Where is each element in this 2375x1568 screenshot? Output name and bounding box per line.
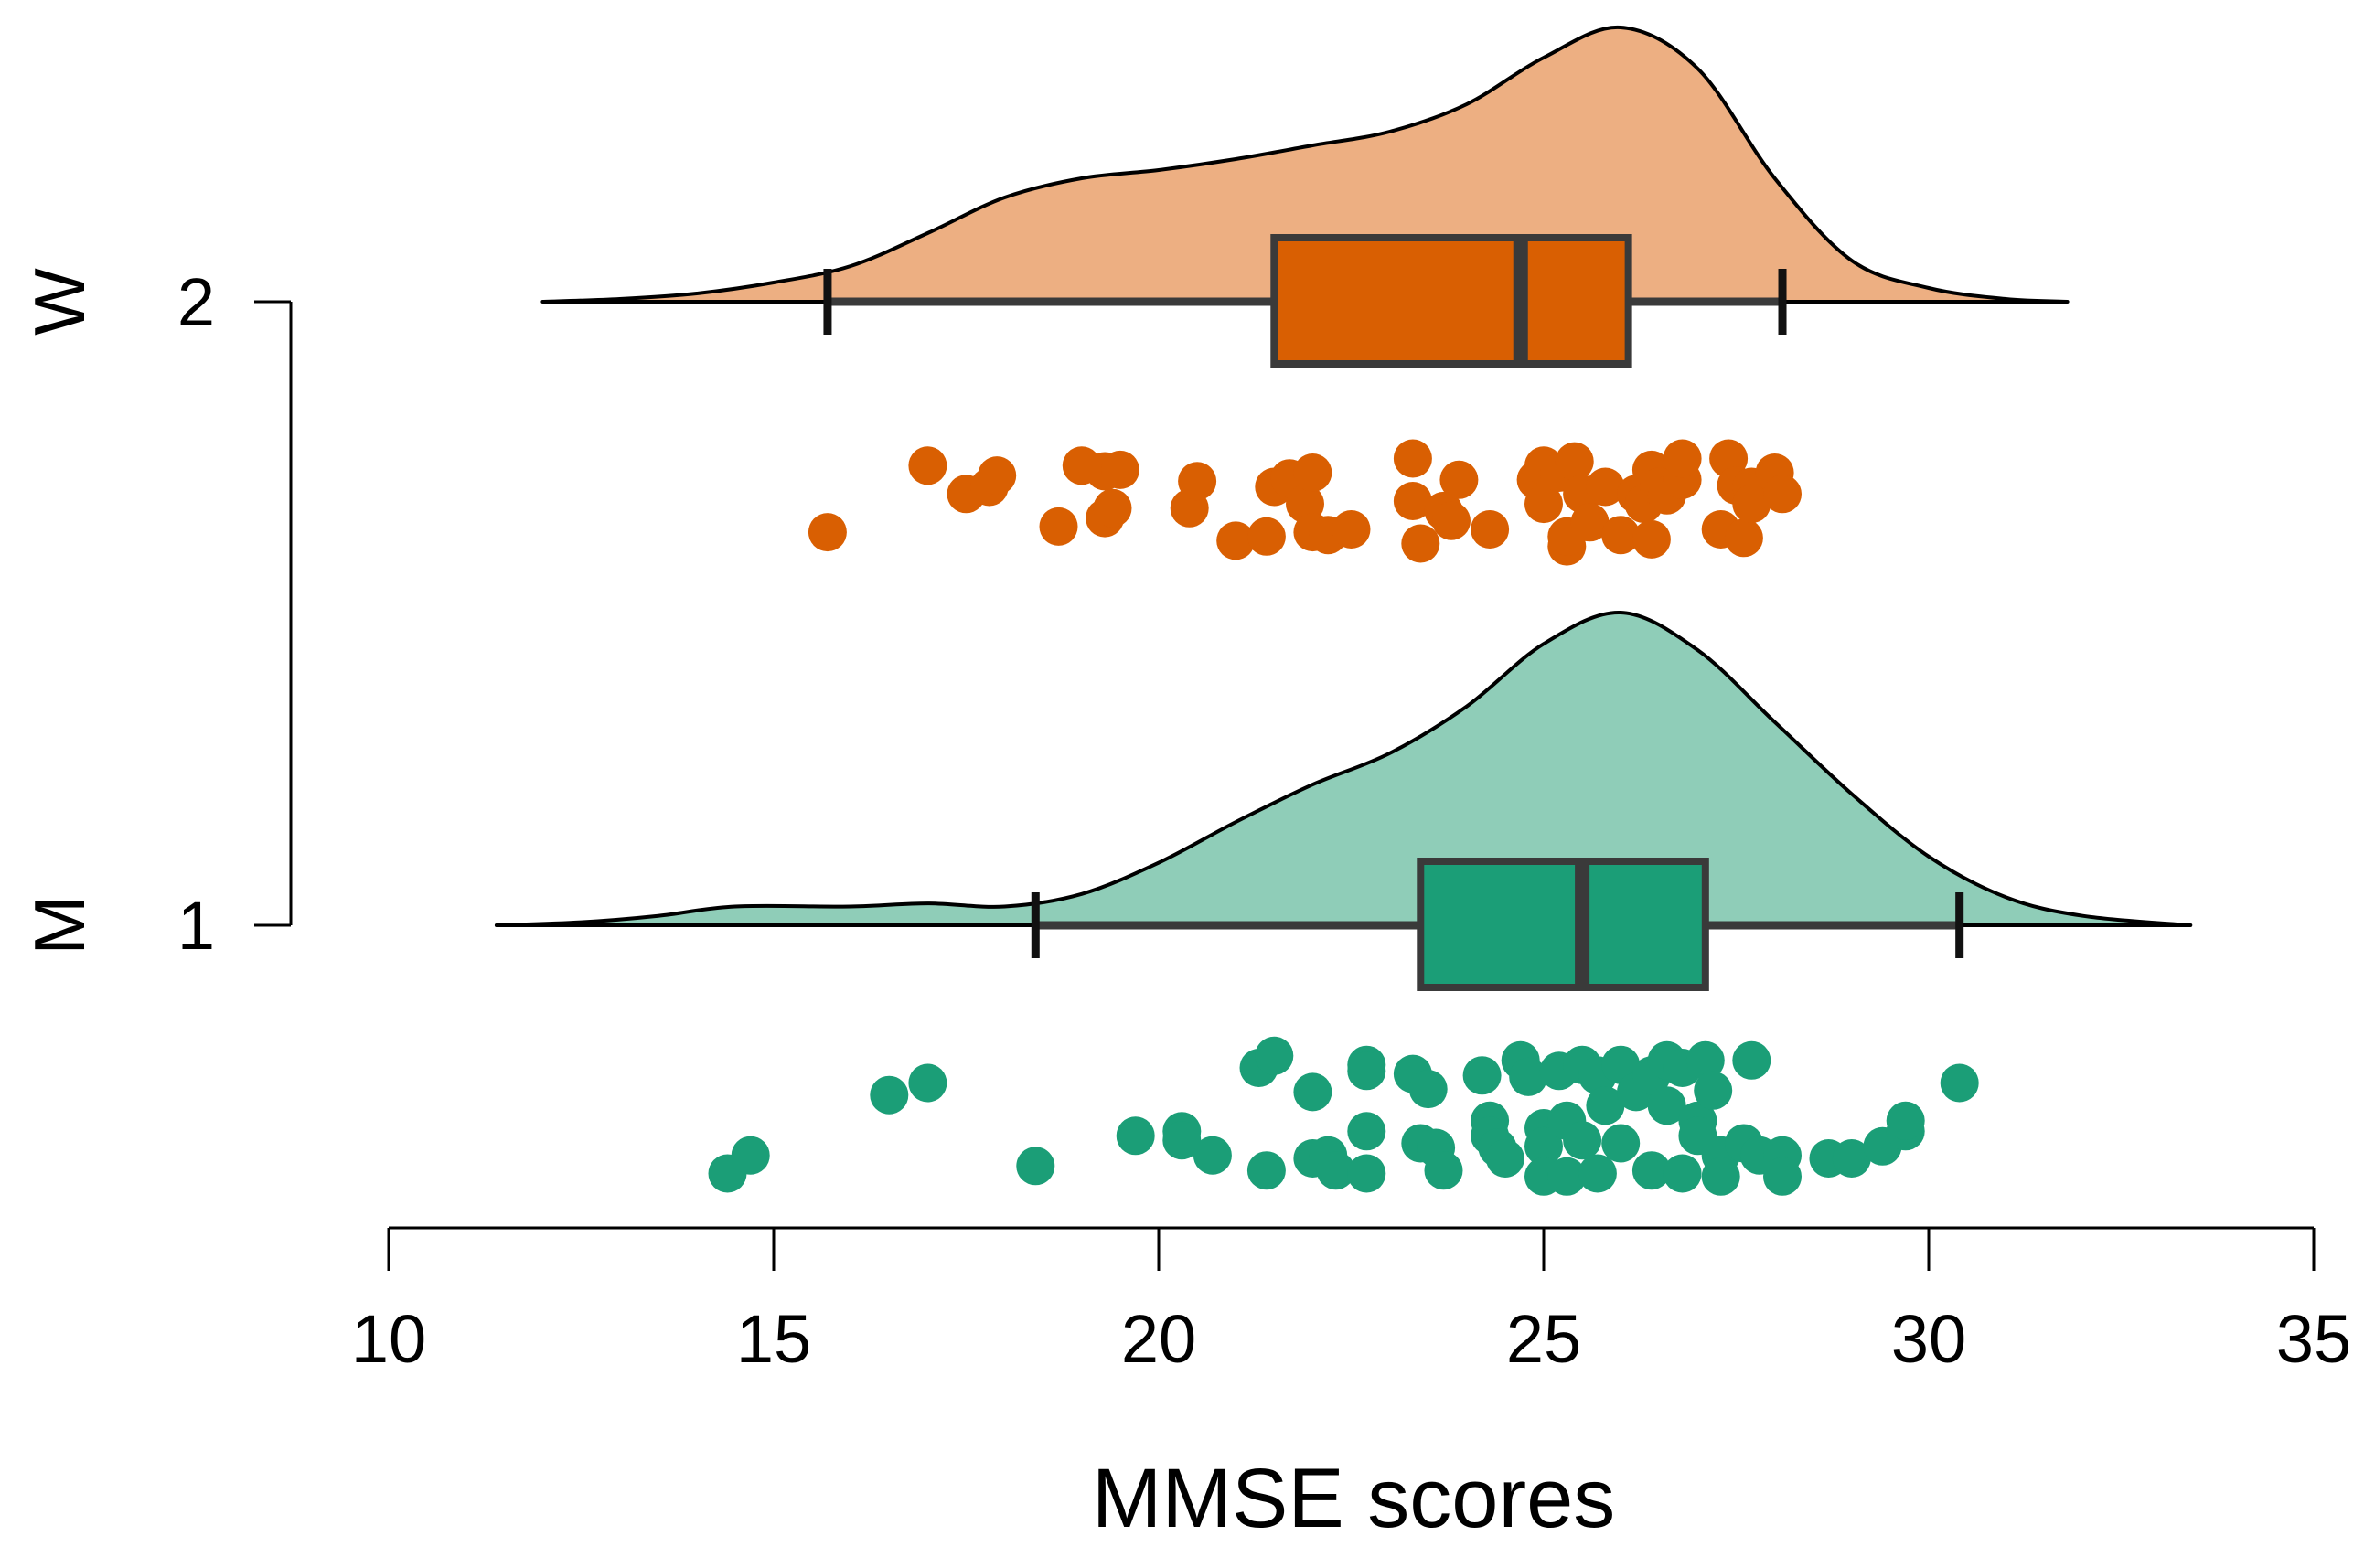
data-point-m: [1016, 1147, 1055, 1186]
data-point-m: [1940, 1063, 1979, 1103]
x-tick-label: 15: [736, 1301, 811, 1377]
data-point-w: [1246, 517, 1286, 556]
data-point-w: [1555, 442, 1594, 481]
data-point-m: [1832, 1139, 1871, 1178]
x-tick-label: 10: [351, 1301, 426, 1377]
density-cloud-m: [494, 610, 2193, 927]
x-tick-label: 35: [2276, 1301, 2351, 1377]
data-point-m: [1886, 1101, 1925, 1140]
data-point-w: [978, 456, 1017, 496]
data-point-w: [1039, 507, 1078, 546]
data-point-m: [1601, 1124, 1641, 1163]
data-point-m: [1408, 1070, 1448, 1109]
data-point-m: [870, 1075, 909, 1115]
data-point-m: [1462, 1056, 1502, 1095]
x-tick-label: 20: [1121, 1301, 1196, 1377]
data-point-w: [1100, 450, 1139, 489]
data-point-w: [908, 446, 947, 485]
data-point-m: [1162, 1121, 1202, 1160]
group-label-m: M: [19, 896, 100, 955]
data-point-m: [1663, 1154, 1702, 1193]
y-axis: 2 W 1 M: [19, 264, 293, 964]
data-point-m: [1116, 1116, 1155, 1156]
y-tick-label-m: 1: [177, 888, 215, 964]
data-point-w: [1724, 518, 1763, 558]
raw-data-points: [708, 439, 1979, 1196]
data-point-m: [1347, 1112, 1386, 1151]
y-tick-label-w: 2: [177, 264, 215, 340]
data-point-m: [1255, 1036, 1294, 1075]
data-point-w: [1763, 475, 1802, 514]
data-point-m: [1316, 1151, 1355, 1190]
density-clouds: [494, 25, 2193, 927]
boxplots: [823, 234, 1964, 991]
data-point-m: [1193, 1136, 1232, 1175]
box-w: [1270, 234, 1632, 368]
group-label-w: W: [19, 268, 100, 336]
data-point-m: [1509, 1057, 1548, 1096]
density-cloud-w: [540, 25, 2070, 304]
data-point-w: [1393, 482, 1432, 520]
data-point-w: [1524, 485, 1563, 524]
data-point-w: [1439, 460, 1479, 499]
data-point-m: [1347, 1154, 1386, 1193]
data-point-m: [1563, 1121, 1602, 1160]
data-point-m: [731, 1136, 770, 1175]
data-point-w: [1663, 439, 1702, 478]
x-tick-label: 25: [1506, 1301, 1581, 1377]
data-point-m: [1763, 1157, 1802, 1196]
data-point-m: [1293, 1072, 1332, 1112]
data-point-w: [1216, 521, 1256, 560]
data-point-m: [1424, 1151, 1463, 1190]
data-point-w: [1178, 462, 1217, 501]
data-point-w: [1601, 516, 1641, 555]
data-point-m: [1485, 1139, 1524, 1178]
data-point-w: [808, 513, 847, 552]
data-point-m: [1347, 1051, 1386, 1091]
data-point-w: [1393, 439, 1432, 478]
data-point-w: [1093, 488, 1132, 528]
data-point-w: [1332, 510, 1371, 549]
data-point-w: [1631, 519, 1671, 559]
data-point-m: [1685, 1040, 1725, 1080]
data-point-m: [1701, 1157, 1740, 1196]
data-point-w: [1401, 524, 1440, 563]
x-axis-title: MMSE scores: [1092, 1452, 1616, 1545]
x-tick-label: 30: [1891, 1301, 1966, 1377]
data-point-m: [1732, 1040, 1771, 1080]
box-m: [1417, 858, 1709, 991]
data-point-m: [1524, 1126, 1563, 1166]
data-point-w: [1432, 501, 1471, 540]
data-point-w: [1586, 467, 1625, 507]
data-point-m: [1578, 1154, 1617, 1193]
data-point-m: [1694, 1071, 1733, 1110]
data-point-m: [908, 1063, 947, 1103]
data-point-m: [1631, 1151, 1671, 1190]
data-point-w: [1471, 510, 1510, 549]
data-point-m: [1547, 1157, 1587, 1196]
data-point-m: [1647, 1086, 1686, 1125]
x-axis: 10 15 20 25 30 35: [351, 1226, 2351, 1377]
data-point-w: [1732, 485, 1771, 524]
data-point-w: [1293, 453, 1332, 492]
data-point-m: [1586, 1086, 1625, 1125]
data-point-m: [1246, 1151, 1286, 1190]
data-point-w: [1570, 503, 1610, 542]
